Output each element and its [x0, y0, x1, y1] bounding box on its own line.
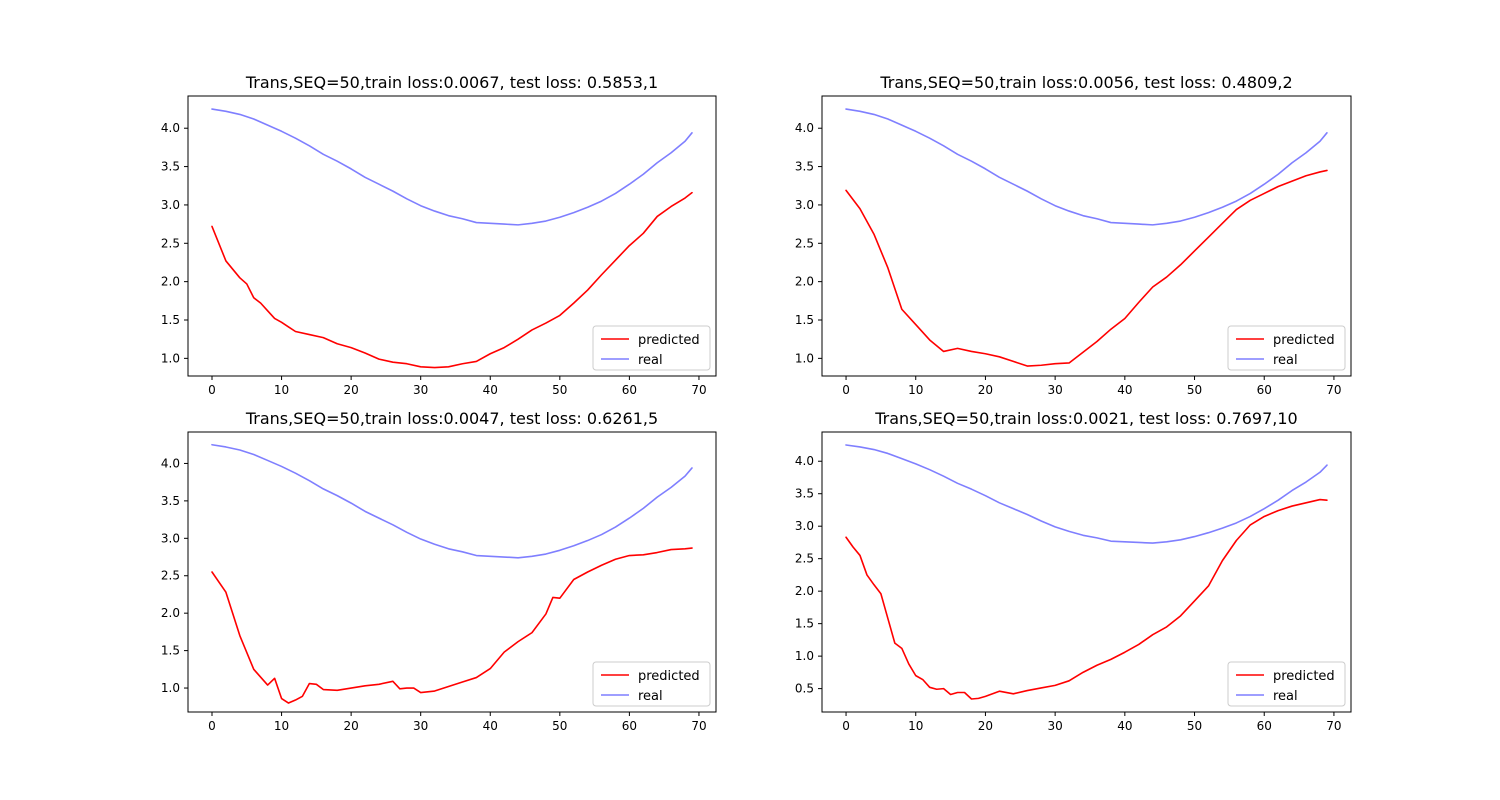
legend: predicted real [1227, 661, 1346, 707]
y-tick-label: 2.0 [161, 275, 180, 289]
x-tick-label: 60 [1257, 719, 1272, 733]
x-tick-label: 10 [908, 719, 923, 733]
y-tick-label: 1.5 [795, 617, 814, 631]
chart-title: Trans,SEQ=50,train loss:0.0056, test los… [879, 73, 1292, 92]
x-tick-label: 50 [552, 719, 567, 733]
subplot-2: 0 10 20 30 40 50 60 70 1.0 1.5 2.0 2.5 3.0 3.5 4.0 Tran… [795, 73, 1352, 397]
y-tick-label: 4.0 [795, 454, 814, 468]
legend-label-real: real [1273, 689, 1298, 704]
subplot-1: 0 10 20 30 40 50 60 70 1.0 1.5 2.0 2.5 3.0 3.5 4.0 Tran… [161, 73, 717, 397]
y-tick-label: 3.5 [161, 160, 180, 174]
legend-label-real: real [1273, 353, 1298, 368]
x-tick-label: 60 [1257, 383, 1272, 397]
legend: predicted real [1227, 325, 1346, 371]
series-line-predicted [211, 547, 693, 704]
legend-label-predicted: predicted [638, 333, 700, 348]
series-line-real [211, 443, 693, 559]
series-line-predicted [845, 498, 1328, 700]
y-tick-label: 2.5 [795, 552, 814, 566]
x-tick-label: 40 [483, 383, 498, 397]
x-tick-label: 30 [1047, 719, 1062, 733]
x-tick-label: 0 [842, 719, 850, 733]
legend-label-real: real [638, 689, 663, 704]
series-line-real [211, 108, 693, 226]
y-tick-label: 4.0 [795, 121, 814, 135]
y-tick-label: 2.0 [795, 584, 814, 598]
y-tick-label: 1.0 [795, 351, 814, 365]
x-tick-label: 70 [691, 719, 706, 733]
subplots: 0 10 20 30 40 50 60 70 1.0 1.5 2.0 2.5 3.0 3.5 4.0 Tran… [161, 73, 1352, 733]
y-tick-label: 4.0 [161, 456, 180, 470]
x-tick-label: 20 [343, 719, 358, 733]
x-tick-label: 40 [1117, 383, 1132, 397]
legend-label-predicted: predicted [638, 669, 700, 684]
y-tick-label: 3.0 [795, 519, 814, 533]
chart-title: Trans,SEQ=50,train loss:0.0067, test los… [245, 73, 658, 92]
x-tick-label: 70 [691, 383, 706, 397]
y-tick-label: 3.5 [795, 160, 814, 174]
x-tick-label: 70 [1326, 383, 1341, 397]
y-tick-label: 3.0 [795, 198, 814, 212]
legend-label-real: real [638, 353, 663, 368]
x-tick-label: 10 [274, 719, 289, 733]
y-tick-label: 1.5 [795, 313, 814, 327]
x-tick-label: 20 [978, 719, 993, 733]
y-tick-label: 2.0 [161, 606, 180, 620]
x-tick-label: 70 [1326, 719, 1341, 733]
y-tick-label: 1.5 [161, 644, 180, 658]
legend-label-predicted: predicted [1273, 669, 1335, 684]
y-tick-label: 3.5 [795, 487, 814, 501]
legend-label-predicted: predicted [1273, 333, 1335, 348]
x-tick-label: 40 [483, 719, 498, 733]
x-tick-label: 10 [274, 383, 289, 397]
series-group [211, 443, 693, 704]
x-tick-label: 60 [622, 719, 637, 733]
y-tick-label: 1.0 [795, 649, 814, 663]
x-tick-label: 30 [413, 383, 428, 397]
series-line-predicted [845, 169, 1328, 367]
series-line-real [845, 108, 1328, 226]
subplot-4: 0 10 20 30 40 50 60 70 0.5 1.0 1.5 2.0 2.5 3.0 3.5 4.0 T… [795, 409, 1352, 733]
y-tick-label: 3.0 [161, 531, 180, 545]
x-tick-label: 0 [842, 383, 850, 397]
x-tick-label: 50 [1187, 719, 1202, 733]
x-tick-label: 30 [1047, 383, 1062, 397]
x-tick-label: 10 [908, 383, 923, 397]
axes-frame [821, 431, 1352, 713]
y-tick-label: 2.0 [795, 275, 814, 289]
subplot-3: 0 10 20 30 40 50 60 70 1.0 1.5 2.0 2.5 3.0 3.5 4.0 Tran… [161, 409, 717, 733]
y-tick-label: 2.5 [161, 569, 180, 583]
y-tick-label: 1.0 [161, 681, 180, 695]
axes-frame [821, 95, 1352, 377]
y-tick-label: 4.0 [161, 121, 180, 135]
x-tick-label: 50 [552, 383, 567, 397]
y-tick-label: 2.5 [161, 236, 180, 250]
x-tick-label: 20 [978, 383, 993, 397]
chart-title: Trans,SEQ=50,train loss:0.0047, test los… [245, 409, 658, 428]
y-tick-label: 0.5 [795, 682, 814, 696]
x-tick-label: 20 [343, 383, 358, 397]
series-line-real [845, 444, 1328, 544]
series-group [845, 444, 1328, 700]
y-tick-label: 2.5 [795, 236, 814, 250]
axes-frame [187, 95, 717, 377]
legend: predicted real [592, 325, 711, 371]
x-tick-label: 30 [413, 719, 428, 733]
x-tick-label: 40 [1117, 719, 1132, 733]
y-tick-label: 3.5 [161, 494, 180, 508]
series-line-predicted [211, 191, 693, 369]
x-tick-label: 50 [1187, 383, 1202, 397]
y-tick-label: 3.0 [161, 198, 180, 212]
series-group [845, 108, 1328, 367]
series-group [211, 108, 693, 369]
legend: predicted real [592, 661, 711, 707]
y-tick-label: 1.0 [161, 351, 180, 365]
axes-frame [187, 431, 717, 713]
y-tick-label: 1.5 [161, 313, 180, 327]
x-tick-label: 60 [622, 383, 637, 397]
x-tick-label: 0 [208, 719, 216, 733]
chart-title: Trans,SEQ=50,train loss:0.0021, test los… [874, 409, 1297, 428]
x-tick-label: 0 [208, 383, 216, 397]
